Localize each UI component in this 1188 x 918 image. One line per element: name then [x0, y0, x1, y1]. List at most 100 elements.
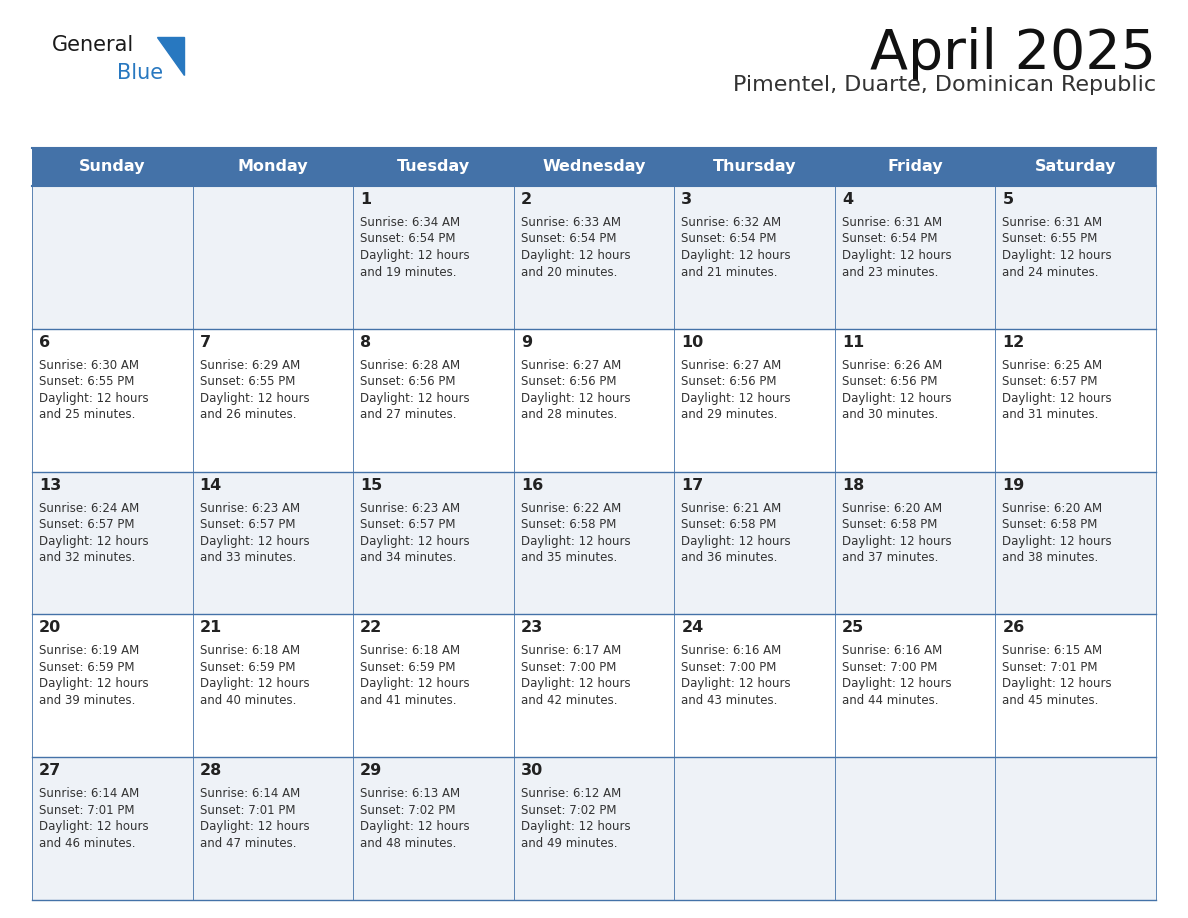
Text: Sunrise: 6:14 AM: Sunrise: 6:14 AM — [39, 788, 139, 800]
Text: and 20 minutes.: and 20 minutes. — [520, 265, 617, 278]
Text: 29: 29 — [360, 763, 383, 778]
Bar — [835, 186, 996, 329]
Text: and 43 minutes.: and 43 minutes. — [681, 694, 778, 707]
Text: Daylight: 12 hours: Daylight: 12 hours — [842, 534, 952, 548]
Text: Sunrise: 6:18 AM: Sunrise: 6:18 AM — [360, 644, 460, 657]
Bar — [675, 614, 835, 757]
Text: Sunrise: 6:32 AM: Sunrise: 6:32 AM — [681, 216, 782, 229]
Text: 3: 3 — [681, 192, 693, 207]
Bar — [353, 329, 513, 472]
Bar — [32, 757, 192, 900]
Text: and 32 minutes.: and 32 minutes. — [39, 551, 135, 564]
Text: Sunrise: 6:26 AM: Sunrise: 6:26 AM — [842, 359, 942, 372]
Text: and 38 minutes.: and 38 minutes. — [1003, 551, 1099, 564]
Text: Sunset: 6:57 PM: Sunset: 6:57 PM — [1003, 375, 1098, 388]
Text: and 33 minutes.: and 33 minutes. — [200, 551, 296, 564]
Text: Daylight: 12 hours: Daylight: 12 hours — [360, 392, 469, 405]
Text: Daylight: 12 hours: Daylight: 12 hours — [681, 249, 791, 262]
Text: and 47 minutes.: and 47 minutes. — [200, 836, 296, 850]
Text: Sunrise: 6:19 AM: Sunrise: 6:19 AM — [39, 644, 139, 657]
Text: Daylight: 12 hours: Daylight: 12 hours — [200, 534, 309, 548]
Text: Sunrise: 6:13 AM: Sunrise: 6:13 AM — [360, 788, 460, 800]
Text: and 28 minutes.: and 28 minutes. — [520, 409, 617, 421]
Text: Sunset: 6:57 PM: Sunset: 6:57 PM — [360, 518, 456, 532]
Text: Daylight: 12 hours: Daylight: 12 hours — [200, 677, 309, 690]
Text: Wednesday: Wednesday — [542, 160, 646, 174]
Text: 9: 9 — [520, 335, 532, 350]
Bar — [32, 472, 192, 614]
Text: Sunrise: 6:12 AM: Sunrise: 6:12 AM — [520, 788, 621, 800]
Text: 25: 25 — [842, 621, 864, 635]
Text: 12: 12 — [1003, 335, 1025, 350]
Text: 15: 15 — [360, 477, 383, 493]
Text: 5: 5 — [1003, 192, 1013, 207]
Bar — [996, 329, 1156, 472]
Text: Sunset: 6:55 PM: Sunset: 6:55 PM — [1003, 232, 1098, 245]
Bar — [835, 757, 996, 900]
Text: 26: 26 — [1003, 621, 1025, 635]
Text: and 27 minutes.: and 27 minutes. — [360, 409, 456, 421]
Text: Sunrise: 6:24 AM: Sunrise: 6:24 AM — [39, 501, 139, 515]
Text: Sunset: 6:59 PM: Sunset: 6:59 PM — [360, 661, 456, 674]
Text: and 19 minutes.: and 19 minutes. — [360, 265, 456, 278]
Bar — [675, 757, 835, 900]
Text: Sunset: 7:00 PM: Sunset: 7:00 PM — [681, 661, 777, 674]
Text: 27: 27 — [39, 763, 62, 778]
Text: 2: 2 — [520, 192, 532, 207]
Text: Sunset: 7:01 PM: Sunset: 7:01 PM — [200, 803, 295, 817]
Text: and 40 minutes.: and 40 minutes. — [200, 694, 296, 707]
Text: and 45 minutes.: and 45 minutes. — [1003, 694, 1099, 707]
Text: Sunset: 6:58 PM: Sunset: 6:58 PM — [681, 518, 777, 532]
Text: Sunset: 6:59 PM: Sunset: 6:59 PM — [200, 661, 295, 674]
Bar — [513, 614, 675, 757]
Text: and 42 minutes.: and 42 minutes. — [520, 694, 618, 707]
Text: Sunset: 6:56 PM: Sunset: 6:56 PM — [520, 375, 617, 388]
Bar — [513, 186, 675, 329]
Text: Sunrise: 6:33 AM: Sunrise: 6:33 AM — [520, 216, 620, 229]
Text: Daylight: 12 hours: Daylight: 12 hours — [1003, 249, 1112, 262]
Text: Sunset: 6:55 PM: Sunset: 6:55 PM — [200, 375, 295, 388]
Bar — [513, 757, 675, 900]
Text: 18: 18 — [842, 477, 864, 493]
Bar — [513, 329, 675, 472]
Text: Sunrise: 6:23 AM: Sunrise: 6:23 AM — [360, 501, 460, 515]
Bar — [835, 329, 996, 472]
Text: and 24 minutes.: and 24 minutes. — [1003, 265, 1099, 278]
Bar — [32, 186, 192, 329]
Text: Sunset: 6:58 PM: Sunset: 6:58 PM — [842, 518, 937, 532]
Text: and 34 minutes.: and 34 minutes. — [360, 551, 456, 564]
Text: Sunrise: 6:21 AM: Sunrise: 6:21 AM — [681, 501, 782, 515]
Bar — [192, 614, 353, 757]
Text: Sunrise: 6:23 AM: Sunrise: 6:23 AM — [200, 501, 299, 515]
Text: Sunrise: 6:27 AM: Sunrise: 6:27 AM — [520, 359, 621, 372]
Text: Sunset: 6:54 PM: Sunset: 6:54 PM — [360, 232, 456, 245]
Bar — [996, 186, 1156, 329]
Text: and 35 minutes.: and 35 minutes. — [520, 551, 617, 564]
Text: 6: 6 — [39, 335, 50, 350]
Text: Sunset: 7:02 PM: Sunset: 7:02 PM — [520, 803, 617, 817]
Text: 4: 4 — [842, 192, 853, 207]
Text: Daylight: 12 hours: Daylight: 12 hours — [39, 534, 148, 548]
Text: Daylight: 12 hours: Daylight: 12 hours — [1003, 534, 1112, 548]
Text: Saturday: Saturday — [1035, 160, 1117, 174]
Bar — [835, 148, 996, 186]
Text: Sunrise: 6:18 AM: Sunrise: 6:18 AM — [200, 644, 299, 657]
Bar — [996, 614, 1156, 757]
Bar — [675, 148, 835, 186]
Text: Daylight: 12 hours: Daylight: 12 hours — [520, 677, 631, 690]
Text: and 30 minutes.: and 30 minutes. — [842, 409, 939, 421]
Text: Sunset: 6:57 PM: Sunset: 6:57 PM — [200, 518, 295, 532]
Text: 20: 20 — [39, 621, 62, 635]
Text: and 37 minutes.: and 37 minutes. — [842, 551, 939, 564]
Text: Daylight: 12 hours: Daylight: 12 hours — [520, 534, 631, 548]
Bar — [996, 757, 1156, 900]
Bar — [353, 472, 513, 614]
Text: and 36 minutes.: and 36 minutes. — [681, 551, 778, 564]
Bar — [996, 148, 1156, 186]
Text: and 41 minutes.: and 41 minutes. — [360, 694, 456, 707]
Text: 24: 24 — [681, 621, 703, 635]
Text: Monday: Monday — [238, 160, 308, 174]
Text: 13: 13 — [39, 477, 62, 493]
Text: Blue: Blue — [116, 63, 163, 83]
Bar — [192, 757, 353, 900]
